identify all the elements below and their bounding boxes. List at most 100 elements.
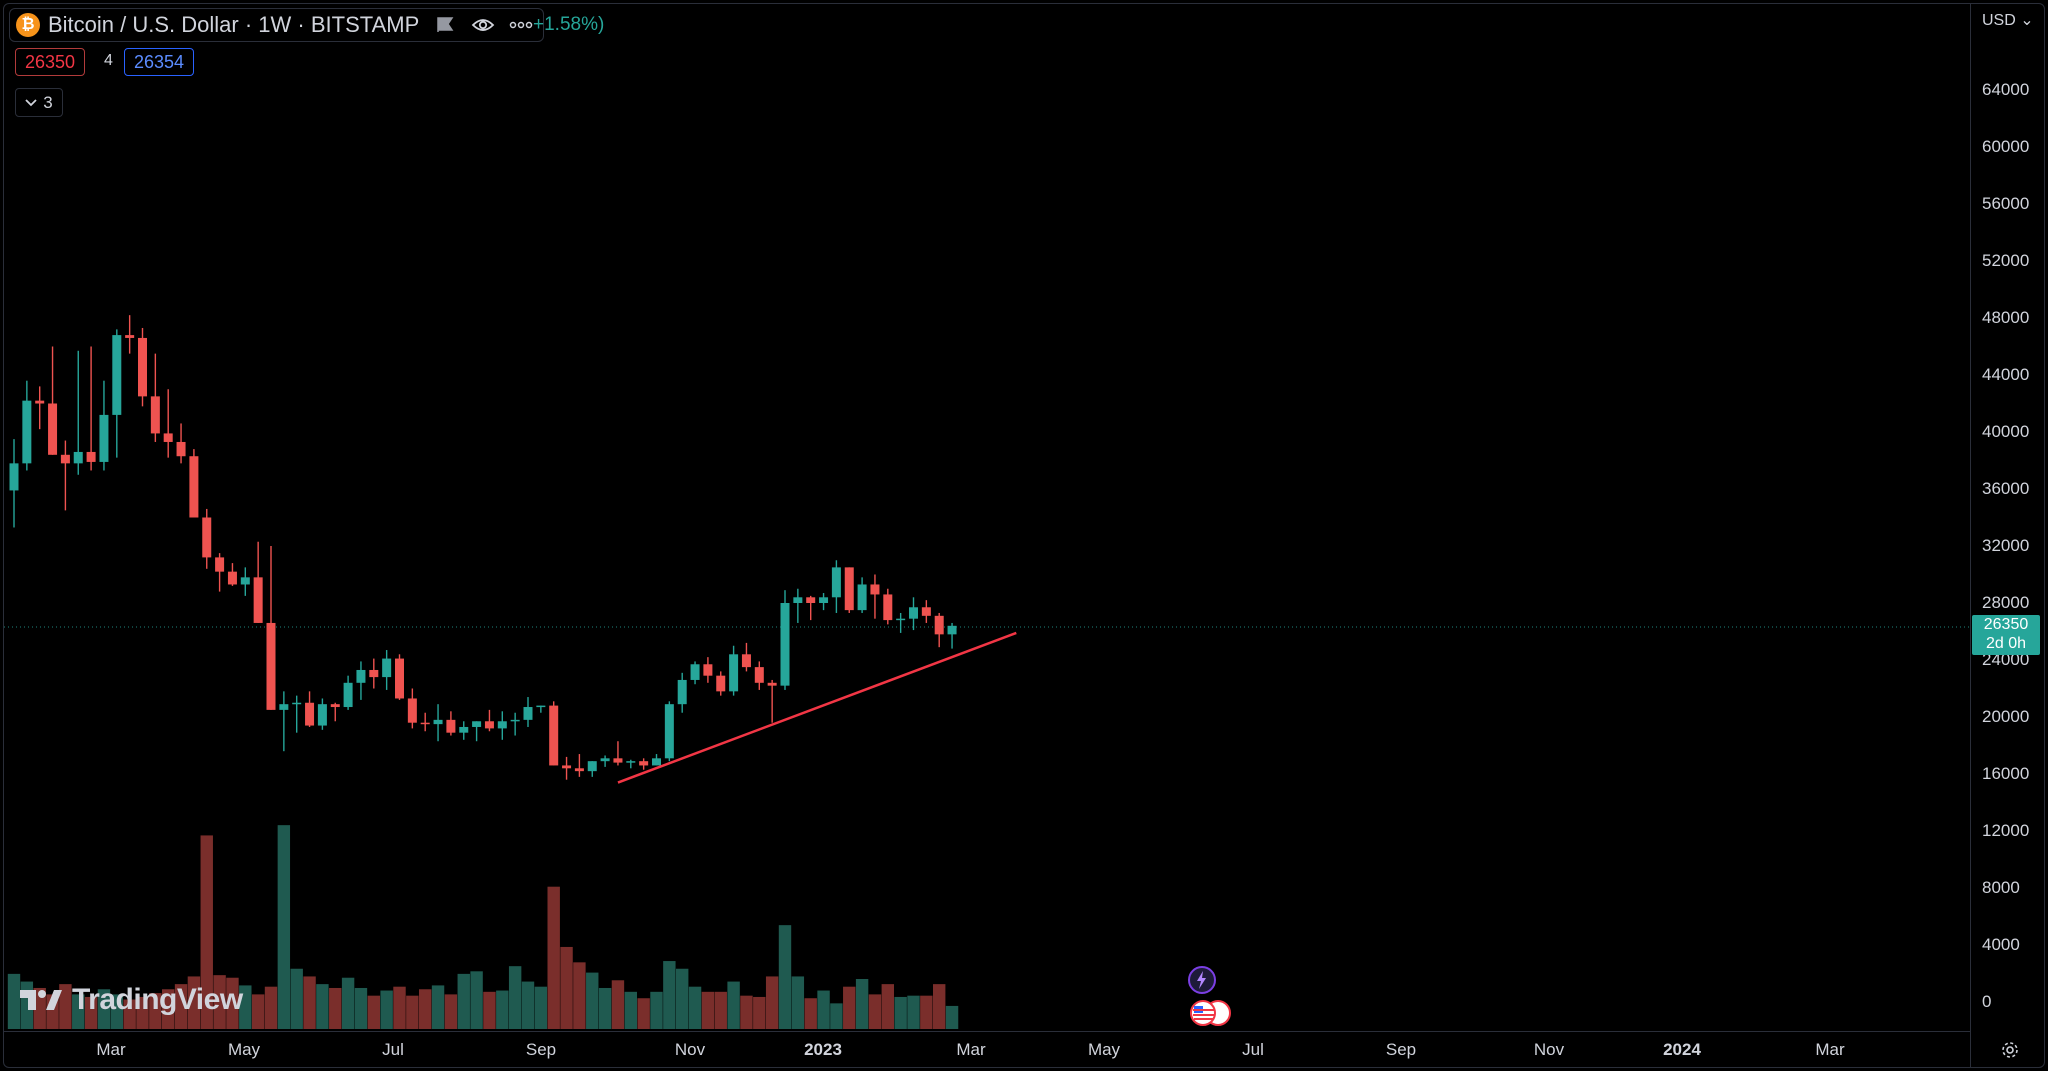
candle-body	[909, 607, 918, 619]
volume-bar	[59, 984, 72, 1029]
volume-bar	[611, 980, 625, 1029]
candle-body	[819, 597, 829, 603]
volume-bar	[239, 985, 252, 1029]
candle-body	[883, 594, 893, 621]
volume-bar	[778, 925, 792, 1029]
candle-body	[729, 654, 739, 692]
candle-body	[227, 571, 237, 585]
candle-body	[472, 721, 482, 727]
price-tick-label: 44000	[1982, 365, 2030, 384]
lightning-event-icon[interactable]	[1187, 965, 1217, 1000]
candle-body	[677, 679, 687, 705]
volume-bar	[945, 1005, 959, 1029]
candle-body	[189, 456, 199, 518]
tradingview-logo[interactable]: TradingView	[20, 983, 243, 1017]
volume-bar	[637, 998, 650, 1029]
volume-bar	[894, 996, 907, 1029]
candle-body	[48, 403, 58, 455]
volume-bar	[765, 976, 779, 1029]
price-tick-label: 60000	[1982, 137, 2030, 156]
eye-icon[interactable]	[471, 13, 495, 37]
currency-selector[interactable]: USD ⌄	[1982, 12, 2034, 29]
price-tick-label: 52000	[1982, 251, 2030, 270]
candle-body	[356, 669, 366, 683]
candle-body	[831, 567, 841, 598]
candle-body	[484, 721, 494, 729]
volume-bar	[470, 971, 483, 1029]
candle-body	[600, 758, 610, 762]
volume-bar	[187, 976, 201, 1029]
volume-bar	[213, 975, 226, 1029]
time-tick-label: Nov	[1533, 1040, 1565, 1059]
candle-body	[587, 761, 597, 772]
candle-body	[125, 335, 135, 338]
candle-body	[562, 765, 572, 769]
candle-body	[639, 761, 649, 766]
candle-body	[613, 758, 623, 763]
price-tick-label: 20000	[1982, 707, 2030, 726]
candle-body	[703, 664, 713, 676]
candle-body	[279, 704, 289, 710]
candle-body	[793, 597, 803, 603]
candle-body	[806, 597, 816, 603]
ask-price-box[interactable]: 26354	[124, 48, 195, 76]
volume-bar	[264, 986, 278, 1029]
candle-body	[870, 584, 880, 595]
indicators-toggle-button[interactable]: 3	[15, 88, 63, 117]
candle-body	[510, 719, 520, 722]
volume-bar	[483, 991, 496, 1029]
last-price-tag: 26350 2d 0h	[1972, 615, 2040, 655]
volume-bar	[521, 981, 535, 1029]
volume-bar	[753, 996, 766, 1029]
volume-bar	[316, 984, 329, 1029]
volume-bar	[162, 989, 175, 1029]
candle-body	[382, 658, 392, 678]
tradingview-logo-icon	[20, 990, 62, 1010]
volume-bar	[277, 825, 291, 1029]
volume-bar	[560, 946, 573, 1029]
candle-body	[652, 758, 661, 766]
candle-body	[896, 618, 906, 621]
volume-bar	[110, 994, 123, 1029]
candle-body	[305, 702, 315, 726]
us-flag-event-icon[interactable]	[1188, 998, 1236, 1033]
candle-body	[716, 675, 726, 692]
flag-icon[interactable]	[433, 13, 457, 37]
time-tick-label: Nov	[674, 1040, 706, 1059]
time-tick-label: May	[1087, 1040, 1121, 1059]
candle-body	[664, 704, 674, 759]
bid-price-box[interactable]: 26350	[15, 48, 86, 76]
candle-body	[947, 625, 957, 635]
candle-body	[844, 567, 854, 611]
settings-gear-icon[interactable]	[2000, 1040, 2020, 1065]
volume-bar	[7, 973, 21, 1029]
volume-bar	[573, 962, 586, 1029]
chart-frame	[3, 3, 2045, 1068]
time-tick-label: Sep	[525, 1040, 557, 1059]
volume-bar	[547, 886, 560, 1029]
volume-bar	[341, 977, 355, 1029]
spread-value: 4	[104, 52, 113, 69]
time-tick-label: Sep	[1385, 1040, 1417, 1059]
volume-bar	[843, 986, 856, 1029]
candle-body	[574, 768, 584, 772]
symbol-title[interactable]: Bitcoin / U.S. Dollar · 1W · BITSTAMP	[48, 12, 420, 37]
candle-body	[459, 726, 469, 733]
volume-bar	[303, 976, 316, 1029]
volume-bar	[740, 995, 753, 1029]
volume-bar	[97, 989, 111, 1029]
volume-bar	[123, 999, 136, 1029]
symbol-legend[interactable]: ₿ Bitcoin / U.S. Dollar · 1W · BITSTAMP	[9, 8, 545, 42]
more-options-icon[interactable]	[509, 13, 533, 37]
candle-body	[35, 400, 45, 404]
bar-countdown: 2d 0h	[1985, 635, 2027, 652]
candle-body	[857, 584, 867, 611]
candle-body	[150, 396, 160, 434]
time-tick-label: 2023	[804, 1040, 842, 1059]
volume-bar	[791, 976, 805, 1029]
candle-body	[86, 451, 96, 462]
volume-bar	[688, 986, 702, 1029]
price-tick-label: 28000	[1982, 593, 2030, 612]
volume-bar	[393, 986, 406, 1029]
